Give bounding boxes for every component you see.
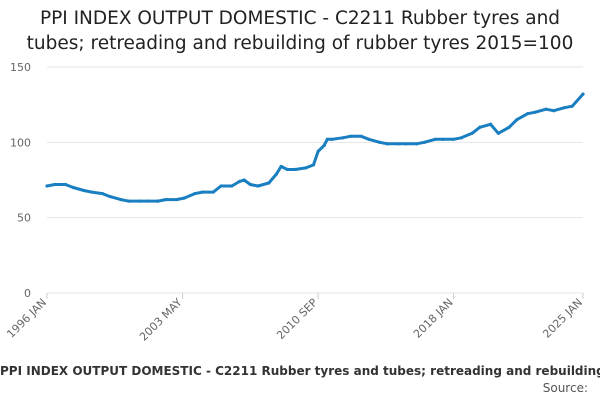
- data-point: [163, 197, 168, 202]
- data-point: [525, 112, 530, 116]
- y-tick-label: 0: [24, 287, 31, 300]
- data-point: [248, 182, 252, 187]
- data-point: [174, 197, 178, 202]
- chart-title-line-2: tubes; retreading and rebuilding of rubb…: [26, 33, 574, 54]
- data-point: [90, 190, 94, 194]
- data-point: [200, 190, 205, 194]
- data-point: [285, 167, 289, 172]
- data-point: [378, 140, 382, 144]
- x-tick-label: 1996 JAN: [4, 296, 49, 341]
- data-point: [341, 136, 345, 140]
- data-point: [322, 143, 326, 147]
- data-point: [256, 184, 260, 188]
- data-point: [145, 199, 149, 203]
- data-point: [100, 191, 105, 196]
- data-point: [348, 134, 353, 138]
- x-tick-label: 2018 JAN: [411, 296, 456, 341]
- data-point: [552, 109, 556, 113]
- data-point: [385, 142, 389, 146]
- source-label: Source:: [542, 381, 588, 395]
- series-line: [45, 92, 585, 203]
- data-point: [304, 166, 308, 170]
- data-point: [415, 142, 419, 146]
- data-point: [459, 136, 463, 140]
- data-point: [311, 163, 316, 167]
- data-point: [581, 92, 585, 96]
- y-tick-label: 150: [10, 61, 31, 74]
- data-point: [279, 164, 283, 169]
- data-point: [293, 167, 297, 172]
- data-point: [507, 125, 511, 129]
- data-point: [230, 184, 234, 188]
- data-point: [127, 199, 131, 203]
- data-point: [82, 188, 86, 193]
- data-point: [544, 107, 548, 111]
- data-point: [570, 104, 574, 108]
- data-point: [452, 137, 456, 141]
- data-point: [496, 131, 500, 135]
- data-point: [63, 182, 68, 187]
- y-tick-label: 100: [10, 136, 31, 149]
- data-point: [325, 137, 329, 141]
- data-point: [267, 181, 271, 185]
- x-tick-label: 2025 JAN: [540, 296, 585, 341]
- data-point: [404, 142, 408, 146]
- chart-title: PPI INDEX OUTPUT DOMESTIC - C2211 Rubber…: [0, 6, 600, 56]
- data-point: [316, 149, 320, 153]
- data-point: [515, 118, 519, 122]
- x-tick-label: 2003 MAY: [137, 296, 185, 344]
- data-point: [330, 137, 334, 141]
- data-point: [396, 142, 400, 146]
- data-point: [137, 199, 142, 203]
- data-point: [562, 106, 567, 110]
- data-point: [156, 199, 160, 203]
- data-point: [470, 131, 474, 135]
- data-point: [71, 185, 75, 190]
- data-point: [359, 134, 363, 138]
- data-point: [119, 197, 123, 202]
- data-point: [274, 172, 279, 176]
- data-point: [193, 191, 197, 196]
- data-point: [433, 137, 437, 141]
- data-point: [422, 140, 426, 144]
- data-point: [367, 137, 371, 141]
- data-point: [45, 184, 49, 188]
- data-point: [488, 122, 493, 126]
- data-point: [441, 137, 445, 141]
- data-point: [219, 184, 223, 188]
- data-point: [242, 178, 246, 182]
- data-point: [211, 190, 215, 194]
- x-tick-label: 2010 SEP: [274, 296, 320, 342]
- data-point: [182, 196, 186, 200]
- legend-label: PPI INDEX OUTPUT DOMESTIC - C2211 Rubber…: [0, 364, 600, 378]
- data-point: [478, 125, 482, 129]
- y-tick-label: 50: [17, 212, 31, 225]
- data-point: [237, 179, 242, 184]
- chart-title-line-1: PPI INDEX OUTPUT DOMESTIC - C2211 Rubber…: [39, 8, 561, 29]
- data-point: [53, 182, 57, 187]
- data-point: [533, 110, 537, 114]
- data-point: [108, 194, 112, 199]
